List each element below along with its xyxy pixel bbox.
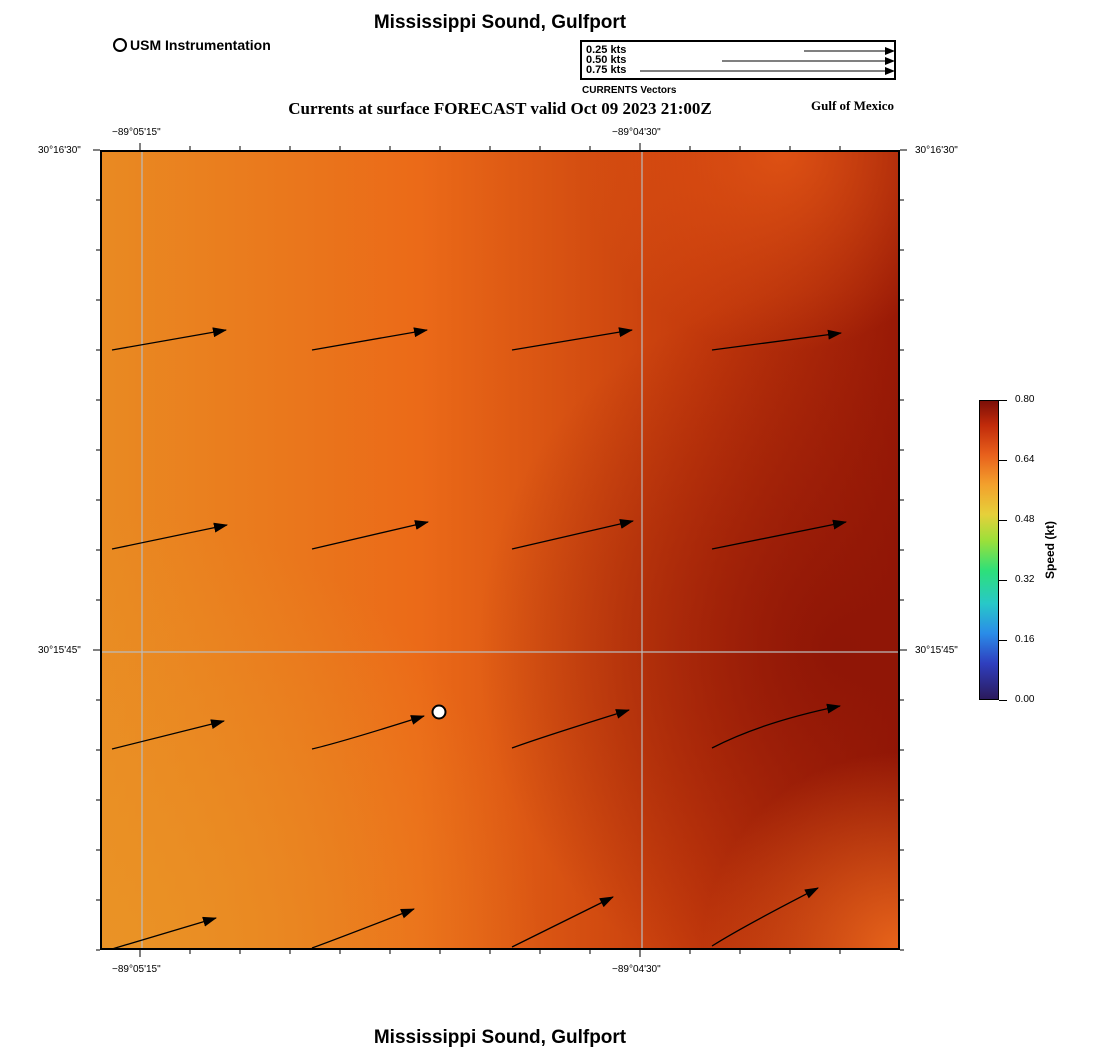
lat-label-right-1: 30°16'30" <box>915 145 958 156</box>
colorbar-label-000: 0.00 <box>1015 694 1035 705</box>
current-vector <box>311 520 429 550</box>
colorbar-tick <box>999 700 1007 701</box>
usm-legend-label: USM Instrumentation <box>130 37 271 53</box>
current-speed-map[interactable] <box>100 150 900 950</box>
lat-label-right-2: 30°15'45" <box>915 645 958 656</box>
map-footer-title: Mississippi Sound, Gulfport <box>373 1027 627 1048</box>
vector-legend-label-025: 0.25 kts <box>586 44 627 56</box>
colorbar-tick <box>999 400 1007 401</box>
colorbar-tick <box>999 520 1007 521</box>
colorbar-label-064: 0.64 <box>1015 454 1035 465</box>
colorbar-label-032: 0.32 <box>1015 574 1035 585</box>
colorbar-label-016: 0.16 <box>1015 634 1035 645</box>
map-title: Mississippi Sound, Gulfport <box>373 12 627 33</box>
current-vector <box>113 916 217 948</box>
colorbar-tick <box>999 460 1007 461</box>
current-vectors <box>111 327 847 948</box>
speed-colorbar <box>979 400 999 700</box>
colorbar-tick <box>999 580 1007 581</box>
current-vector <box>511 327 633 351</box>
lon-label-top-1: −89°05'15" <box>112 127 161 138</box>
current-vector <box>311 327 428 351</box>
colorbar-tick <box>999 640 1007 641</box>
usm-marker-icon <box>113 38 127 52</box>
forecast-subtitle: Currents at surface FORECAST valid Oct 0… <box>288 99 712 118</box>
colorbar-title: Speed (kt) <box>1043 520 1057 580</box>
current-vector <box>111 327 227 351</box>
map-overlay <box>102 152 898 948</box>
vector-legend-arrows <box>640 47 894 75</box>
current-vector <box>311 908 415 948</box>
region-label: Gulf of Mexico <box>811 98 895 113</box>
current-vector <box>511 709 630 749</box>
colorbar-label-048: 0.48 <box>1015 514 1035 525</box>
lon-label-bottom-2: −89°04'30" <box>612 964 661 975</box>
vector-legend-label-050: 0.50 kts <box>586 54 627 66</box>
current-vector <box>711 887 819 947</box>
current-vector <box>711 519 847 550</box>
current-vector <box>711 703 841 749</box>
current-vector <box>111 522 228 550</box>
lon-label-top-2: −89°04'30" <box>612 127 661 138</box>
lat-label-left-2: 30°15'45" <box>38 645 81 656</box>
lon-label-bottom-1: −89°05'15" <box>112 964 161 975</box>
colorbar-label-080: 0.80 <box>1015 394 1035 405</box>
graticule-lines <box>102 152 898 948</box>
usm-legend: USM Instrumentation <box>113 37 271 53</box>
lat-label-left-1: 30°16'30" <box>38 145 81 156</box>
usm-instrument-marker-icon <box>431 704 447 720</box>
current-vector <box>311 715 425 750</box>
current-vector <box>111 719 225 750</box>
vector-legend-label-075: 0.75 kts <box>586 64 627 76</box>
current-vector <box>511 896 614 948</box>
vector-legend-caption: CURRENTS Vectors <box>582 85 677 96</box>
vector-legend-box: 0.25 kts 0.50 kts 0.75 kts <box>580 40 896 80</box>
current-vector <box>711 329 842 351</box>
current-vector <box>511 519 634 550</box>
